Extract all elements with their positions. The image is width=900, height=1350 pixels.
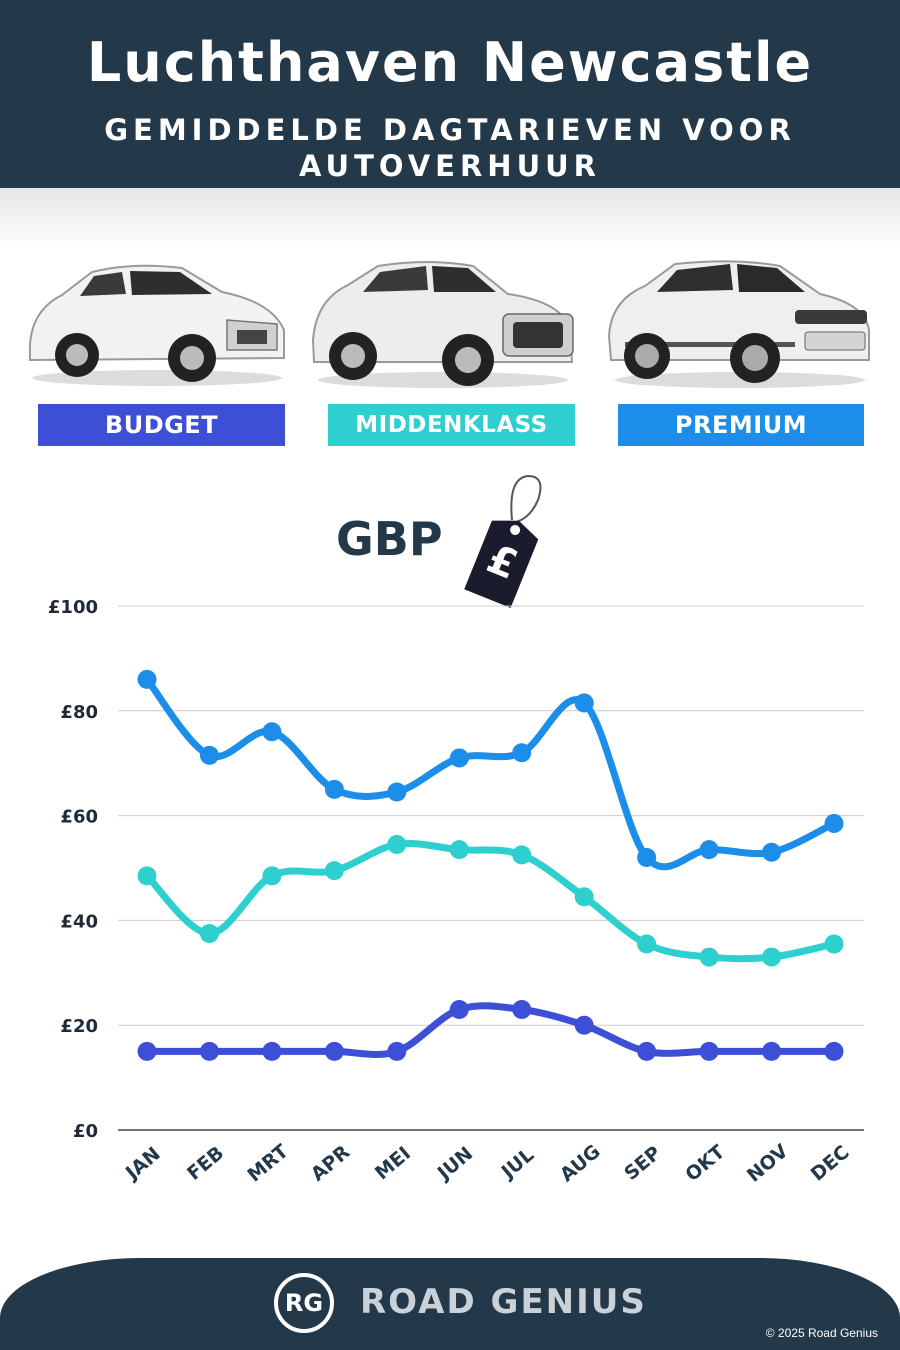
data-point-premium — [324, 779, 344, 799]
budget-car-image — [22, 250, 292, 390]
series-line-budget — [143, 1002, 838, 1059]
header-banner: Luchthaven Newcastle GEMIDDELDE DAGTARIE… — [0, 0, 900, 188]
y-tick-label: £60 — [60, 807, 98, 828]
series-line-middenklass — [143, 840, 838, 963]
data-point-middenklass — [699, 947, 719, 967]
x-tick-label: MRT — [243, 1140, 292, 1186]
copyright-text: © 2025 Road Genius — [765, 1326, 878, 1340]
data-point-middenklass — [199, 924, 219, 943]
road-genius-logo-icon: RG — [274, 1273, 334, 1333]
data-point-middenklass — [262, 866, 282, 886]
x-tick-label: JUL — [496, 1144, 538, 1184]
data-point-middenklass — [449, 840, 469, 860]
x-tick-label: JUN — [432, 1143, 477, 1186]
x-tick-label: SEP — [620, 1142, 665, 1185]
category-midsize-label: MIDDENKLASS — [328, 404, 575, 446]
data-point-middenklass — [387, 834, 407, 854]
data-point-middenklass — [824, 934, 844, 954]
data-point-budget — [512, 999, 532, 1019]
x-tick-label: DEC — [807, 1141, 854, 1185]
y-tick-label: £100 — [48, 597, 98, 618]
data-point-budget — [824, 1041, 844, 1061]
data-point-budget — [574, 1015, 594, 1035]
category-premium-label: PREMIUM — [618, 404, 864, 446]
line-chart: £0 £20 £40 £60 £80 £100 JAN FEB MRT APR MEI JUN JUL A… — [0, 580, 900, 1220]
data-point-premium — [824, 813, 844, 833]
data-point-middenklass — [137, 866, 157, 886]
data-point-middenklass — [512, 845, 532, 865]
data-point-premium — [137, 669, 157, 689]
page-title: Luchthaven Newcastle — [86, 31, 814, 94]
data-point-middenklass — [324, 861, 344, 881]
data-point-budget — [137, 1041, 157, 1061]
currency-label: GBP — [336, 512, 443, 566]
data-point-middenklass — [574, 887, 594, 907]
page-subtitle: GEMIDDELDE DAGTARIEVEN VOOR AUTOVERHUUR — [104, 113, 796, 183]
data-point-budget — [199, 1041, 219, 1061]
data-point-budget — [324, 1041, 344, 1061]
data-point-budget — [262, 1041, 282, 1061]
series-line-premium — [143, 675, 838, 871]
y-tick-label: £20 — [60, 1016, 98, 1037]
premium-car-image — [605, 250, 875, 390]
chart-canvas: £0 £20 £40 £60 £80 £100 JAN FEB MRT APR MEI JUN JUL A… — [48, 597, 864, 1187]
data-point-premium — [387, 782, 407, 802]
data-point-premium — [262, 722, 282, 742]
data-point-middenklass — [637, 934, 657, 954]
footer-bar — [0, 1258, 900, 1350]
data-point-premium — [762, 842, 782, 862]
header-shadow — [0, 188, 900, 248]
data-point-premium — [199, 745, 219, 765]
data-point-premium — [637, 848, 657, 868]
data-point-premium — [449, 748, 469, 768]
price-tag-icon: £ — [450, 470, 550, 610]
data-point-budget — [762, 1041, 782, 1061]
x-tick-label: APR — [307, 1141, 355, 1186]
x-tick-label: JAN — [120, 1143, 165, 1185]
data-point-budget — [449, 999, 469, 1019]
data-point-budget — [699, 1041, 719, 1061]
midsize-car-image — [308, 250, 578, 390]
data-point-middenklass — [762, 947, 782, 967]
x-tick-label: OKT — [681, 1141, 729, 1186]
brand-name: ROAD GENIUS — [360, 1282, 647, 1322]
x-tick-label: FEB — [183, 1142, 228, 1185]
x-tick-label: MEI — [371, 1142, 415, 1184]
data-point-budget — [637, 1041, 657, 1061]
y-tick-label: £40 — [60, 911, 98, 932]
data-point-budget — [387, 1041, 407, 1061]
data-point-premium — [574, 693, 594, 713]
category-budget-label: BUDGET — [38, 404, 285, 446]
y-tick-label: £80 — [60, 702, 98, 723]
data-point-premium — [699, 840, 719, 860]
x-tick-label: AUG — [556, 1140, 605, 1186]
y-tick-label: £0 — [73, 1121, 98, 1142]
data-point-premium — [512, 743, 532, 763]
x-tick-label: NOV — [743, 1140, 793, 1187]
